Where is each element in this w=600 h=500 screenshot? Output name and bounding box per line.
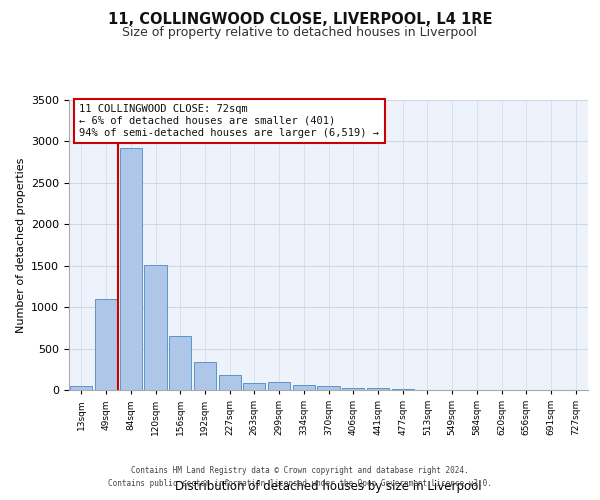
Bar — [145, 265, 167, 390]
Text: Contains HM Land Registry data © Crown copyright and database right 2024.
Contai: Contains HM Land Registry data © Crown c… — [108, 466, 492, 487]
Bar — [95, 299, 117, 390]
Bar — [317, 386, 340, 390]
Bar — [293, 385, 315, 390]
X-axis label: Distribution of detached houses by size in Liverpool: Distribution of detached houses by size … — [175, 480, 482, 493]
Bar — [392, 389, 414, 390]
Bar — [268, 382, 290, 390]
Bar — [194, 362, 216, 390]
Text: 11 COLLINGWOOD CLOSE: 72sqm
← 6% of detached houses are smaller (401)
94% of sem: 11 COLLINGWOOD CLOSE: 72sqm ← 6% of deta… — [79, 104, 379, 138]
Bar — [70, 386, 92, 390]
Bar — [119, 148, 142, 390]
Y-axis label: Number of detached properties: Number of detached properties — [16, 158, 26, 332]
Bar — [169, 336, 191, 390]
Text: 11, COLLINGWOOD CLOSE, LIVERPOOL, L4 1RE: 11, COLLINGWOOD CLOSE, LIVERPOOL, L4 1RE — [108, 12, 492, 28]
Bar — [367, 388, 389, 390]
Bar — [218, 374, 241, 390]
Text: Size of property relative to detached houses in Liverpool: Size of property relative to detached ho… — [122, 26, 478, 39]
Bar — [342, 388, 364, 390]
Bar — [243, 382, 265, 390]
